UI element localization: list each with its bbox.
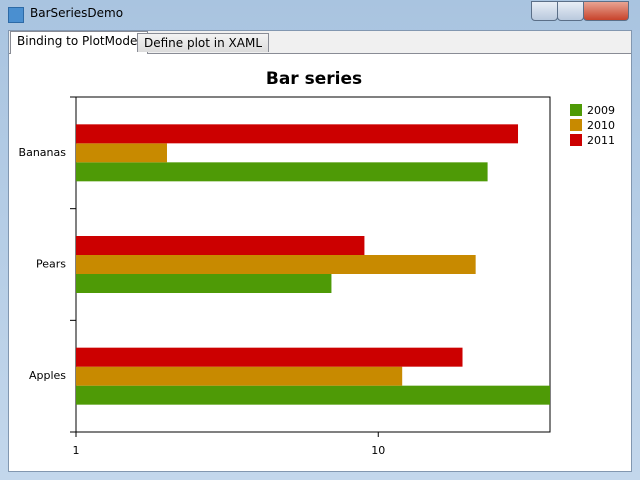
legend-swatch (570, 104, 582, 116)
bar (76, 385, 550, 405)
tab-strip: Binding to PlotModel Define plot in XAML (9, 31, 631, 54)
tab[interactable]: Binding to PlotModel (10, 31, 148, 54)
close-button[interactable] (583, 1, 629, 21)
y-tick-label: Apples (29, 369, 66, 382)
bar (76, 255, 476, 274)
bar (76, 366, 403, 386)
bar (76, 162, 488, 182)
window-title: BarSeriesDemo (30, 6, 124, 20)
chart-title: Bar series (266, 69, 362, 89)
y-tick-label: Pears (36, 258, 66, 271)
bar (76, 236, 365, 255)
x-tick-label: 10 (371, 444, 385, 457)
x-tick-label: 1 (73, 444, 80, 457)
legend-label: 2010 (587, 119, 615, 132)
legend-label: 2009 (587, 104, 615, 117)
bar (76, 347, 463, 367)
bar (76, 143, 167, 163)
tab[interactable]: Define plot in XAML (137, 33, 270, 52)
legend-swatch (570, 119, 582, 131)
bar (76, 124, 519, 144)
bar (76, 274, 332, 293)
legend-swatch (570, 134, 582, 146)
y-tick-label: Bananas (19, 146, 67, 159)
legend-label: 2011 (587, 134, 615, 147)
app-icon (8, 7, 24, 23)
